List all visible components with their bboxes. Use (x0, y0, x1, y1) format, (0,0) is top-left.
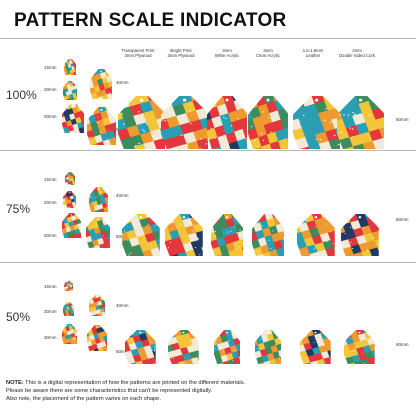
size-label-60mm: 60mm (396, 217, 409, 222)
page-title: PATTERN SCALE INDICATOR (14, 10, 287, 31)
material-sample-teardrop (300, 329, 331, 364)
material-sample-teardrop (161, 96, 209, 149)
size-sample-teardrop (62, 104, 84, 133)
material-sample-teardrop (252, 213, 284, 256)
size-sample-teardrop (62, 213, 81, 238)
size-sample-teardrop (64, 59, 76, 75)
note-line-3: Also note, the placement of the pattern … (6, 396, 161, 402)
material-header-line1: 3mm (222, 48, 232, 53)
material-header-line2: Leather (305, 53, 321, 58)
material-header-line1: 1.6-1.8mm (302, 48, 324, 53)
material-sample-teardrop (125, 329, 156, 364)
band-divider (0, 262, 416, 263)
size-label-60mm: 60mm (396, 117, 409, 122)
material-header-line2: White Acrylic (214, 53, 240, 58)
scale-band-100: 100% 15mm 20mm 30mm 40mm 50mm 60mm (0, 38, 416, 148)
material-sample-teardrop (118, 96, 166, 149)
material-sample-teardrop (344, 329, 375, 364)
material-sample-teardrop (248, 96, 288, 149)
material-header: 3mm White Acrylic (199, 48, 255, 58)
note-line-2: Please be aware there are some character… (6, 388, 213, 394)
material-sample-teardrop (297, 213, 335, 256)
note-line-1: This is a digital representation of how … (23, 380, 246, 386)
size-sample-teardrop (64, 280, 73, 291)
size-label-30mm: 30mm (44, 114, 57, 119)
material-sample-teardrop (165, 213, 203, 256)
size-label-15mm: 15mm (44, 284, 57, 289)
size-sample-teardrop (89, 295, 105, 316)
material-sample-teardrop (293, 96, 341, 149)
size-label-50mm: 50mm (116, 349, 129, 354)
size-label-30mm: 30mm (44, 233, 57, 238)
material-header: Transparent Print 3mm Plywood (110, 48, 166, 58)
material-header-line1: 2mm (352, 48, 362, 53)
size-label-15mm: 15mm (44, 65, 57, 70)
material-sample-teardrop (168, 329, 199, 364)
material-header: 2mm Double Sided Cork (329, 48, 385, 58)
disclaimer-note: NOTE: This is a digital representation o… (6, 379, 410, 403)
material-sample-teardrop (337, 96, 385, 149)
material-header-line1: Bright Print (170, 48, 192, 53)
size-label-20mm: 20mm (44, 200, 57, 205)
size-sample-teardrop (63, 81, 77, 100)
scale-band-50: 50% 15mm 20mm 30mm 40mm 50mm 60mm (0, 262, 416, 372)
material-sample-teardrop (211, 213, 243, 256)
size-sample-teardrop (63, 302, 74, 316)
size-label-60mm: 60mm (396, 342, 409, 347)
band-divider (0, 150, 416, 151)
material-header: Bright Print 3mm Plywood (153, 48, 209, 58)
size-sample-teardrop (90, 69, 112, 99)
material-header-line1: 3mm (263, 48, 273, 53)
material-sample-teardrop (341, 213, 379, 256)
size-label-40mm: 40mm (116, 80, 129, 85)
material-sample-teardrop (214, 329, 240, 364)
size-label-30mm: 30mm (44, 335, 57, 340)
material-header-line2: 3mm Plywood (124, 53, 152, 58)
size-sample-teardrop (86, 217, 110, 248)
size-sample-teardrop (65, 172, 75, 185)
size-label-40mm: 40mm (116, 303, 129, 308)
size-sample-teardrop (87, 325, 107, 351)
material-header: 1.6-1.8mm Leather (285, 48, 341, 58)
material-sample-teardrop (207, 96, 247, 149)
size-label-20mm: 20mm (44, 309, 57, 314)
note-lead: NOTE: (6, 380, 24, 386)
scale-label: 100% (6, 88, 37, 102)
material-header-line2: 3mm Plywood (167, 53, 195, 58)
material-header-line2: Clear Acrylic (256, 53, 280, 58)
size-sample-teardrop (87, 107, 116, 145)
size-sample-teardrop (89, 187, 108, 212)
scale-label: 75% (6, 202, 31, 216)
size-sample-teardrop (63, 191, 76, 208)
band-divider (0, 38, 416, 39)
material-header-line2: Double Sided Cork (338, 53, 376, 58)
size-label-15mm: 15mm (44, 177, 57, 182)
scale-label: 50% (6, 310, 31, 324)
material-header-line1: Transparent Print (121, 48, 155, 53)
size-label-20mm: 20mm (44, 87, 57, 92)
size-sample-teardrop (62, 324, 77, 344)
material-header: 3mm Clear Acrylic (240, 48, 296, 58)
material-sample-teardrop (255, 329, 281, 364)
material-sample-teardrop (122, 213, 160, 256)
size-label-40mm: 40mm (116, 193, 129, 198)
